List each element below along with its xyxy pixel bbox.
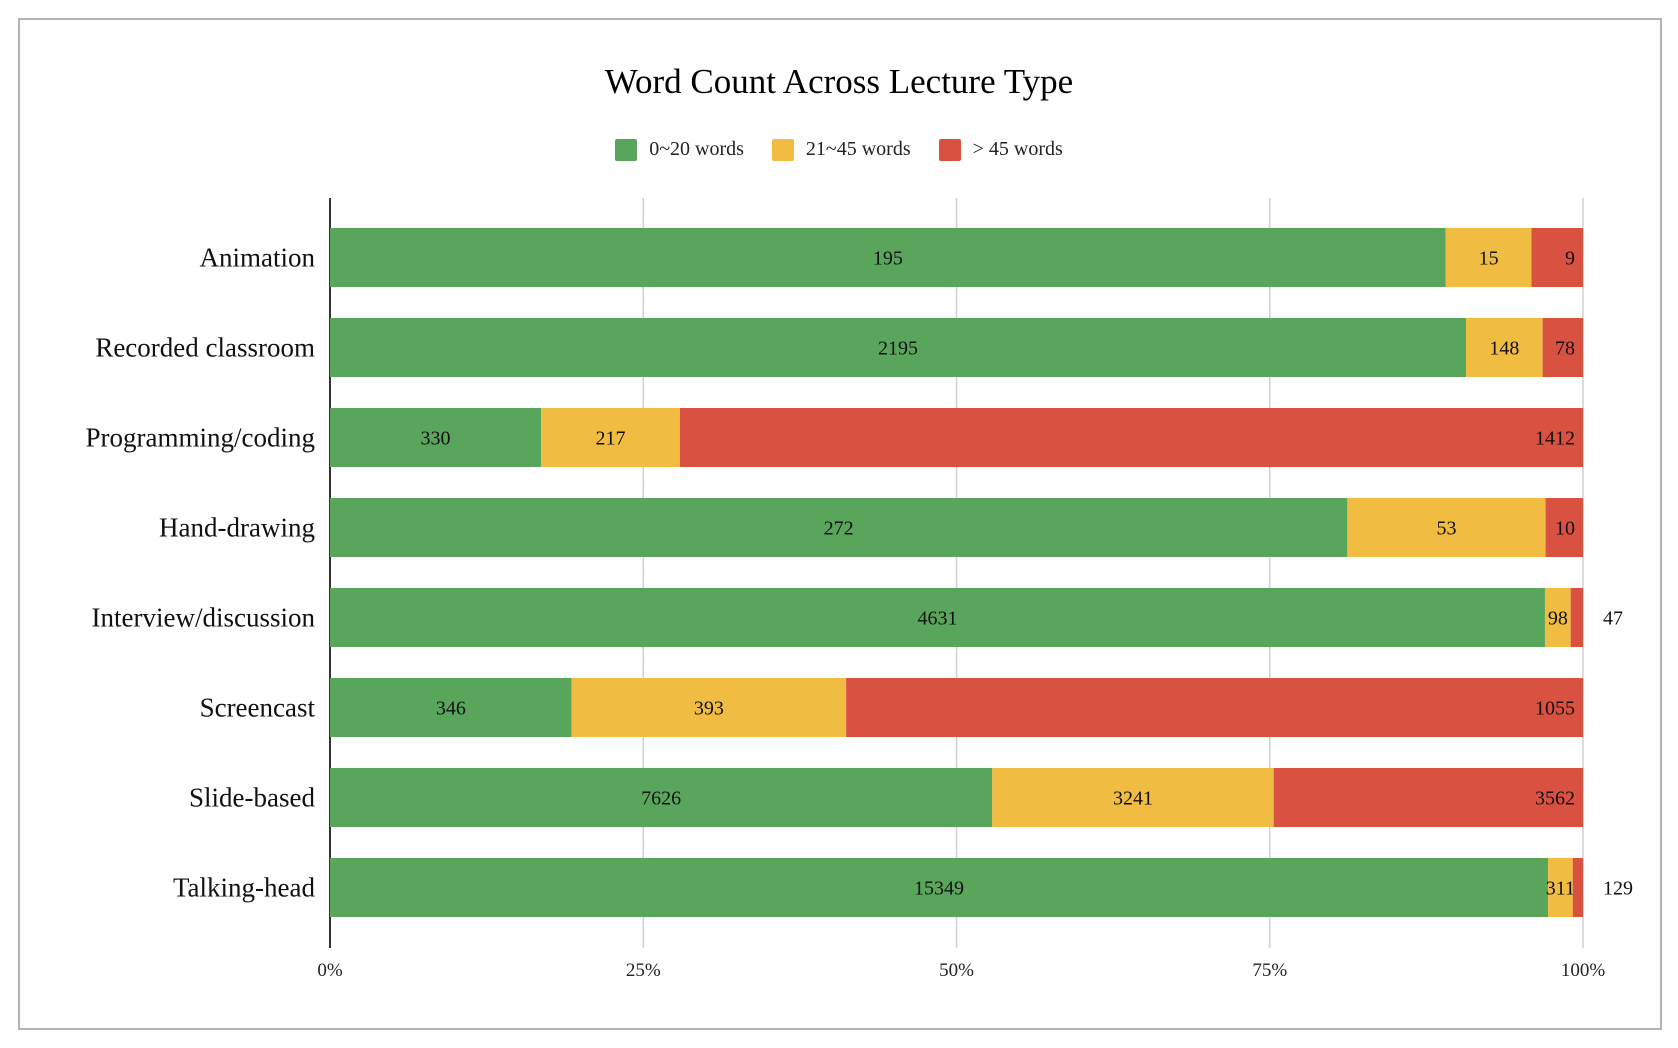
legend-swatch-over-45 [938, 138, 961, 161]
data-label: 4631 [917, 608, 957, 630]
data-label: 311 [1546, 878, 1575, 900]
x-tick-label: 25% [626, 960, 661, 981]
data-label: 10 [1555, 518, 1575, 540]
x-tick-label: 100% [1561, 960, 1606, 981]
x-tick-label: 75% [1252, 960, 1287, 981]
bar-segment [1570, 588, 1583, 647]
data-label: 3562 [1535, 788, 1575, 810]
bar-segment [1466, 318, 1543, 377]
bar-segment [992, 768, 1274, 827]
bar-segment [1548, 858, 1573, 917]
data-label: 53 [1436, 518, 1456, 540]
data-label: 98 [1548, 608, 1568, 630]
category-label: Programming/coding [86, 423, 315, 453]
legend-label-0-20: 0~20 words [649, 138, 744, 160]
bar-segment [330, 768, 993, 827]
category-label: Interview/discussion [92, 603, 316, 633]
data-label: 47 [1603, 608, 1623, 630]
data-label: 148 [1489, 338, 1519, 360]
data-label: 330 [421, 428, 451, 450]
data-label: 2195 [878, 338, 918, 360]
bar-segment [846, 678, 1583, 737]
legend-item-21-45: 21~45 words [771, 138, 911, 161]
category-label: Recorded classroom [95, 333, 315, 363]
data-label: 15 [1479, 248, 1499, 270]
data-label: 7626 [641, 788, 681, 810]
data-label: 9 [1565, 248, 1575, 270]
bar-segment [330, 678, 572, 737]
x-tick-label: 0% [317, 960, 343, 981]
bar-segment [330, 318, 1467, 377]
category-label: Talking-head [173, 873, 316, 903]
data-label: 346 [436, 698, 466, 720]
legend-swatch-0-20 [615, 138, 638, 161]
bar-segment [330, 858, 1549, 917]
bar-segment [1273, 768, 1583, 827]
data-label: 217 [595, 428, 625, 450]
chart-title: Word Count Across Lecture Type [604, 62, 1074, 101]
bar-segment [1347, 498, 1546, 557]
x-tick-label: 50% [939, 960, 974, 981]
category-label: Hand-drawing [159, 513, 315, 543]
category-label: Slide-based [189, 783, 315, 813]
bar-segment [1445, 228, 1532, 287]
bar-segment [1542, 318, 1583, 377]
legend-label-over-45: > 45 words [972, 138, 1063, 160]
data-label: 393 [694, 698, 724, 720]
bar-segment [330, 498, 1348, 557]
legend: 0~20 words 21~45 words > 45 words [0, 138, 1678, 161]
legend-item-over-45: > 45 words [938, 138, 1063, 161]
data-label: 1055 [1535, 698, 1575, 720]
legend-swatch-21-45 [771, 138, 794, 161]
data-label: 1412 [1535, 428, 1575, 450]
bar-segment [330, 228, 1446, 287]
bar-segment [541, 408, 680, 467]
bar-segment [571, 678, 847, 737]
bar-segment [1544, 588, 1571, 647]
data-label: 272 [824, 518, 854, 540]
bar-segment [330, 408, 542, 467]
data-label: 15349 [914, 878, 964, 900]
legend-item-0-20: 0~20 words [615, 138, 744, 161]
data-label: 3241 [1113, 788, 1153, 810]
data-label: 195 [873, 248, 903, 270]
category-label: Animation [200, 243, 316, 273]
bar-segment [1572, 858, 1583, 917]
bar-segment [1531, 228, 1583, 287]
bar-segment [1545, 498, 1583, 557]
legend-label-21-45: 21~45 words [805, 138, 911, 160]
data-label: 78 [1555, 338, 1575, 360]
category-label: Screencast [200, 693, 316, 723]
bar-segment [330, 588, 1545, 647]
data-label: 129 [1603, 878, 1633, 900]
bar-segment [679, 408, 1583, 467]
